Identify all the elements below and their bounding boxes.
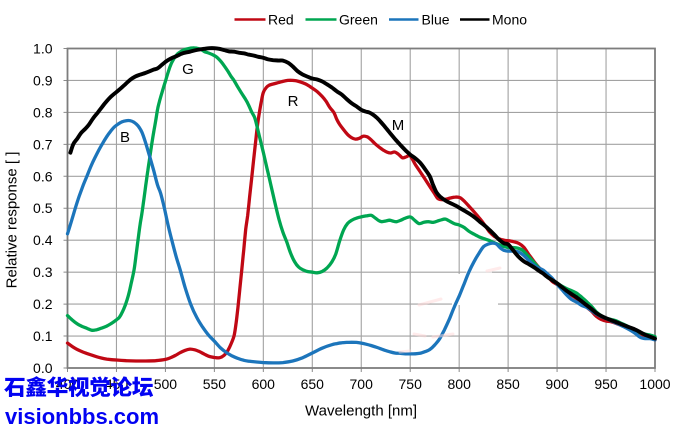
svg-text:R: R — [288, 93, 299, 110]
svg-text:Blue: Blue — [422, 12, 450, 28]
svg-text:0.7: 0.7 — [33, 136, 53, 152]
svg-text:700: 700 — [350, 376, 374, 392]
svg-text:0.5: 0.5 — [33, 200, 53, 216]
svg-text:750: 750 — [399, 376, 423, 392]
svg-text:650: 650 — [301, 376, 325, 392]
svg-text:0.3: 0.3 — [33, 264, 53, 280]
svg-text:Green: Green — [339, 12, 378, 28]
svg-text:1000: 1000 — [639, 376, 670, 392]
svg-text:Red: Red — [268, 12, 294, 28]
svg-text:G: G — [182, 61, 194, 78]
svg-text:Relative response [ ]: Relative response [ ] — [4, 152, 21, 289]
svg-text:B: B — [120, 129, 130, 146]
svg-text:550: 550 — [203, 376, 227, 392]
svg-text:visionbbs.com: visionbbs.com — [5, 404, 159, 428]
svg-text:1.0: 1.0 — [33, 41, 53, 57]
svg-text:0.9: 0.9 — [33, 72, 53, 88]
svg-text:0.4: 0.4 — [33, 232, 53, 248]
svg-text:600: 600 — [252, 376, 276, 392]
svg-text:Wavelength [nm]: Wavelength [nm] — [305, 403, 417, 420]
svg-text:850: 850 — [496, 376, 520, 392]
svg-text:M: M — [392, 117, 405, 134]
svg-text:0.2: 0.2 — [33, 296, 53, 312]
svg-text:Mono: Mono — [492, 12, 527, 28]
svg-text:500: 500 — [154, 376, 178, 392]
svg-text:0.0: 0.0 — [33, 360, 53, 376]
svg-text:950: 950 — [594, 376, 618, 392]
svg-text:800: 800 — [448, 376, 472, 392]
svg-text:0.1: 0.1 — [33, 328, 53, 344]
svg-text:0.6: 0.6 — [33, 168, 53, 184]
svg-text:0.8: 0.8 — [33, 104, 53, 120]
svg-text:900: 900 — [545, 376, 569, 392]
